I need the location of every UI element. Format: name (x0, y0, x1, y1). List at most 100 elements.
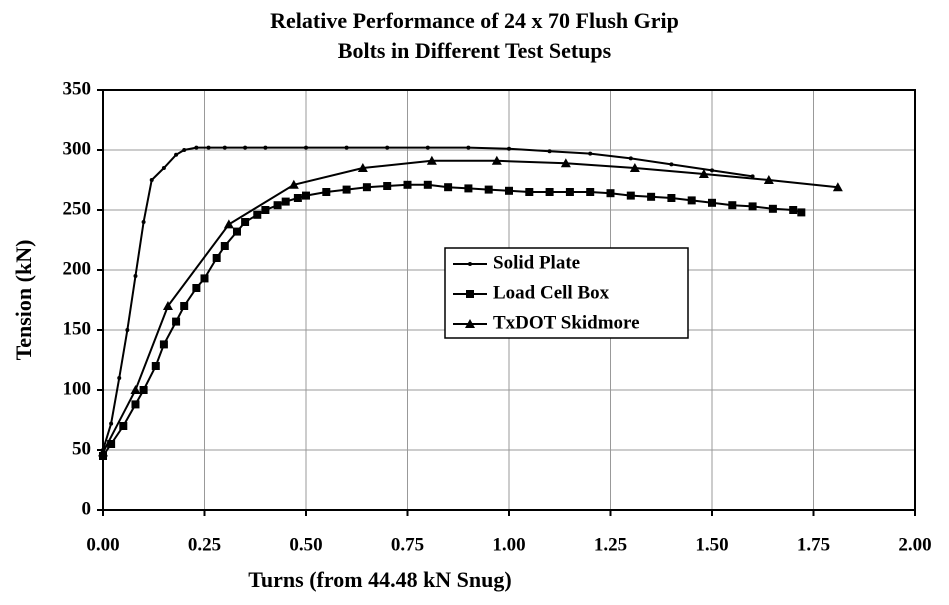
marker (344, 145, 349, 150)
legend-label: Solid Plate (493, 252, 580, 273)
x-tick-label: 0.50 (289, 534, 322, 555)
marker (253, 210, 262, 219)
y-tick-label: 300 (63, 138, 92, 159)
marker (161, 166, 166, 170)
marker (281, 197, 290, 206)
x-axis-label: Turns (from 44.48 kN Snug) (248, 567, 511, 592)
marker (484, 185, 493, 194)
y-tick-label: 0 (82, 498, 92, 519)
marker (273, 201, 282, 210)
marker (172, 317, 181, 326)
marker (444, 183, 453, 192)
marker (149, 178, 154, 182)
marker (629, 163, 640, 172)
marker (565, 188, 574, 196)
x-tick-label: 1.00 (492, 534, 525, 555)
marker (125, 328, 130, 332)
marker (545, 188, 554, 196)
marker (241, 218, 250, 226)
marker (263, 145, 268, 150)
marker (507, 146, 511, 151)
marker (698, 169, 709, 178)
x-tick-label: 0.75 (391, 534, 424, 555)
marker (466, 145, 471, 150)
plot-frame (102, 89, 916, 511)
marker (119, 422, 128, 430)
marker (728, 201, 737, 210)
marker (288, 179, 299, 189)
marker (182, 148, 187, 152)
y-tick-label: 200 (63, 258, 92, 279)
marker (174, 152, 179, 157)
marker (200, 274, 209, 283)
marker (710, 168, 714, 173)
marker (243, 145, 248, 150)
marker (194, 145, 199, 150)
legend-label: TxDOT Skidmore (493, 312, 640, 333)
marker (109, 421, 114, 426)
marker (628, 156, 633, 161)
marker (423, 180, 432, 189)
marker (223, 219, 234, 229)
marker (465, 319, 475, 328)
y-tick-label: 250 (63, 198, 92, 219)
marker (768, 204, 777, 213)
marker (789, 206, 798, 214)
marker (362, 183, 371, 192)
x-tick-label: 0.25 (188, 534, 221, 555)
line (102, 183, 802, 457)
marker (647, 192, 656, 201)
marker (107, 440, 116, 448)
marker (151, 362, 160, 370)
marker (491, 155, 502, 165)
marker (117, 376, 122, 380)
marker (466, 290, 474, 298)
y-tick-label: 100 (63, 378, 92, 399)
marker (162, 301, 173, 310)
marker (304, 145, 308, 150)
marker (385, 145, 390, 150)
series (99, 180, 806, 460)
series (101, 145, 755, 452)
x-tick-label: 1.50 (695, 534, 728, 555)
marker (468, 262, 472, 266)
marker (302, 191, 310, 200)
marker (606, 189, 615, 198)
marker (261, 206, 270, 214)
y-tick-label: 350 (63, 78, 92, 99)
marker (425, 145, 430, 150)
marker (159, 340, 168, 349)
marker (357, 163, 368, 172)
marker (588, 151, 593, 156)
marker (232, 227, 241, 236)
marker (180, 302, 189, 310)
x-tick-label: 1.75 (797, 534, 830, 555)
marker (669, 162, 674, 167)
marker (220, 242, 229, 250)
marker (131, 400, 140, 409)
marker (130, 385, 141, 394)
chart-title: Relative Performance of 24 x 70 Flush Gr… (270, 8, 679, 63)
marker (426, 155, 437, 165)
marker (505, 186, 513, 195)
marker (212, 254, 221, 262)
marker (797, 208, 806, 217)
x-tick-label: 1.25 (594, 534, 627, 555)
y-axis-label: Tension (kN) (11, 240, 36, 361)
marker (560, 158, 571, 168)
marker (222, 145, 227, 150)
marker (342, 185, 351, 194)
x-tick-label: 2.00 (898, 534, 931, 555)
marker (139, 386, 148, 394)
y-tick-label: 50 (72, 438, 91, 459)
marker (708, 198, 716, 207)
marker (98, 447, 108, 457)
marker (464, 184, 473, 193)
marker (763, 175, 774, 184)
marker (525, 188, 534, 196)
x-tick-label: 0.00 (86, 534, 119, 555)
marker (626, 191, 635, 200)
y-tick-label: 150 (63, 318, 92, 339)
